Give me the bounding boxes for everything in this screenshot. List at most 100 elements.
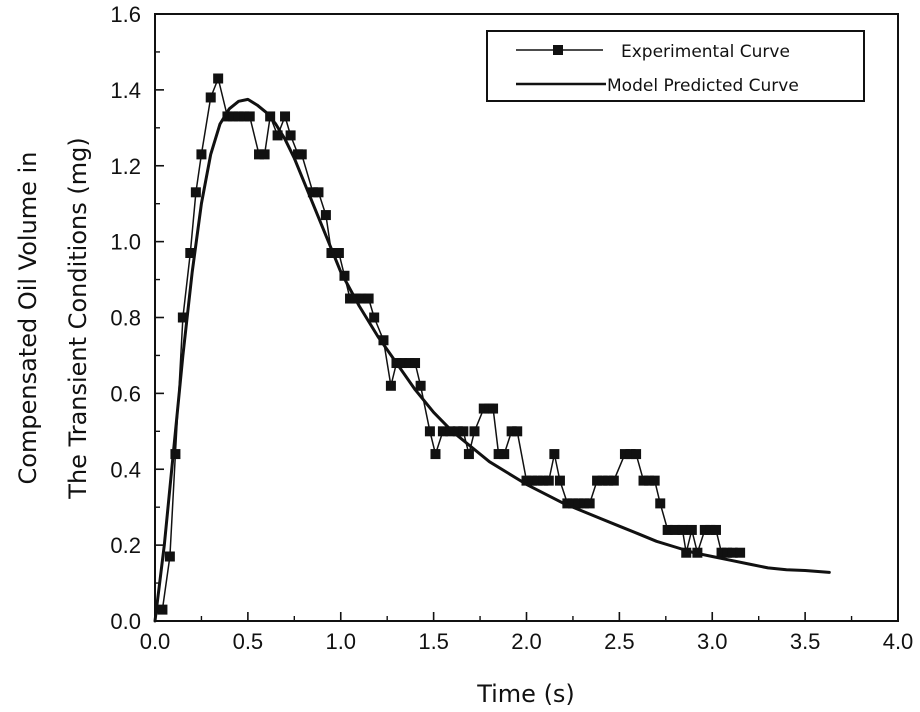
legend-model-label: Model Predicted Curve (607, 76, 799, 96)
y-tick-label: 0.8 (110, 306, 141, 331)
experimental-data-point (488, 403, 499, 414)
experimental-data-point (196, 149, 207, 160)
experimental-data-point (463, 449, 474, 460)
y-tick-label: 0.4 (110, 457, 141, 482)
experimental-data-point (205, 92, 216, 103)
experimental-data-point (320, 210, 331, 221)
experimental-data-point (625, 449, 636, 460)
x-tick-label: 4.0 (883, 629, 914, 654)
series-model-predicted-curve (153, 97, 831, 623)
experimental-data-point (603, 475, 614, 486)
experimental-data-point (638, 475, 649, 486)
x-tick-label: 1.5 (418, 629, 449, 654)
x-tick-label: 1.0 (325, 629, 356, 654)
legend-experimental-label: Experimental Curve (621, 42, 790, 62)
experimental-data-point (285, 130, 296, 141)
experimental-data-point (735, 547, 746, 558)
experimental-data-point (493, 449, 504, 460)
y-tick-label: 1.2 (110, 154, 141, 179)
y-tick-label: 1.6 (110, 2, 141, 27)
experimental-data-point (363, 293, 374, 304)
legend-experimental-marker (553, 45, 563, 55)
experimental-data-point (686, 524, 697, 535)
experimental-data-point (213, 73, 224, 84)
experimental-data-point (710, 524, 721, 535)
experimental-data-point (644, 475, 655, 486)
x-axis-ticks: 0.0 0.5 1.0 1.5 2.0 2.5 3.0 3.5 4.0 (140, 612, 914, 654)
experimental-data-point (296, 149, 307, 160)
experimental-data-point (333, 248, 344, 259)
experimental-data-point (619, 449, 630, 460)
legend: Experimental Curve Model Predicted Curve (486, 30, 865, 102)
experimental-data-point (190, 187, 201, 198)
experimental-curve-line (161, 77, 741, 611)
experimental-data-point (521, 475, 532, 486)
x-tick-label: 0.5 (233, 629, 264, 654)
x-tick-label: 3.0 (697, 629, 728, 654)
experimental-data-point (272, 130, 283, 141)
experimental-data-point (397, 358, 408, 369)
x-tick-label: 3.5 (790, 629, 821, 654)
experimental-data-point (164, 551, 175, 562)
plot-frame (154, 13, 899, 622)
experimental-data-point (233, 111, 244, 122)
experimental-data-point (430, 449, 441, 460)
experimental-data-point (554, 475, 565, 486)
experimental-data-point (727, 547, 738, 558)
experimental-data-point (244, 111, 255, 122)
experimental-data-point (345, 293, 356, 304)
experimental-data-point (722, 547, 733, 558)
plot-area-border (154, 13, 899, 622)
experimental-data-point (458, 426, 469, 437)
experimental-data-point (681, 547, 692, 558)
y-tick-label: 0.6 (110, 381, 141, 406)
experimental-data-point (469, 426, 480, 437)
experimental-data-point (313, 187, 324, 198)
experimental-data-point (699, 524, 710, 535)
x-tick-label: 0.0 (140, 629, 171, 654)
experimental-data-point (649, 475, 660, 486)
experimental-data-point (532, 475, 543, 486)
experimental-data-point (452, 426, 463, 437)
series-layer (153, 73, 831, 623)
y-tick-label: 1.0 (110, 230, 141, 255)
experimental-data-point (415, 380, 426, 391)
experimental-data-point (385, 380, 396, 391)
experimental-data-point (670, 524, 681, 535)
experimental-data-point (597, 475, 608, 486)
x-tick-label: 2.0 (511, 629, 542, 654)
experimental-data-point (222, 111, 233, 122)
experimental-data-point (437, 426, 448, 437)
experimental-data-point (631, 449, 642, 460)
experimental-data-point (228, 111, 239, 122)
y-axis-title-line-2: The Transient Conditions (mg) (64, 137, 92, 499)
experimental-data-point (499, 449, 510, 460)
experimental-data-point (239, 111, 250, 122)
x-tick-label: 2.5 (604, 629, 635, 654)
experimental-data-point (280, 111, 291, 122)
experimental-data-point (157, 604, 168, 615)
experimental-data-point (677, 524, 688, 535)
experimental-data-point (584, 498, 595, 509)
y-axis-title-line-1: Compensated Oil Volume in (14, 152, 42, 485)
experimental-data-point (716, 547, 727, 558)
experimental-data-point (254, 149, 265, 160)
experimental-data-point (410, 358, 421, 369)
x-axis-title: Time (s) (476, 680, 575, 708)
experimental-data-point (378, 335, 389, 346)
experimental-data-point (369, 312, 380, 323)
experimental-data-point (478, 403, 489, 414)
experimental-data-point (170, 449, 181, 460)
experimental-data-point (543, 475, 554, 486)
series-experimental-curve (157, 73, 746, 615)
legend-box (486, 30, 865, 102)
y-tick-label: 0.2 (110, 533, 141, 558)
experimental-data-point (579, 498, 590, 509)
experimental-data-point (527, 475, 538, 486)
model-predicted-curve-line (153, 97, 831, 623)
experimental-data-point (662, 524, 673, 535)
experimental-data-point (506, 426, 517, 437)
experimental-data-point (404, 358, 415, 369)
experimental-data-point (573, 498, 584, 509)
experimental-data-point (259, 149, 270, 160)
